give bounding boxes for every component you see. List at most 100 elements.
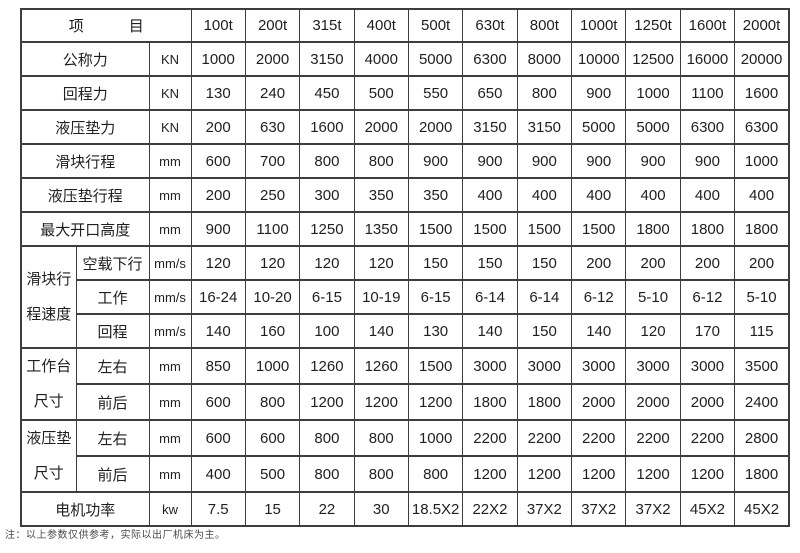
spec-value: 1500 [407, 347, 464, 385]
spec-value: 120 [625, 313, 681, 349]
spec-value: 6300 [462, 41, 518, 77]
spec-value: 1000 [244, 347, 301, 385]
unit-cell: mm/s [148, 313, 192, 349]
spec-value: 130 [407, 313, 464, 349]
spec-value: 5-10 [734, 279, 790, 315]
spec-value: 45X2 [679, 491, 736, 527]
spec-value: 45X2 [734, 491, 790, 527]
spec-value: 140 [462, 313, 518, 349]
spec-value: 120 [190, 245, 246, 281]
spec-value: 1800 [516, 383, 573, 421]
spec-value: 6-14 [516, 279, 573, 315]
spec-value: 5-10 [625, 279, 681, 315]
spec-value: 15 [244, 491, 301, 527]
spec-value: 800 [299, 143, 355, 179]
spec-value: 1350 [353, 211, 409, 247]
table-row: 工作 mm/s 16-24 10-20 6-15 10-19 6-15 6-14 6-14 6-1… [21, 279, 790, 315]
unit-cell: KN [148, 75, 192, 111]
unit-cell: mm [148, 383, 192, 421]
spec-value: 1800 [734, 455, 790, 493]
spec-value: 350 [407, 177, 464, 213]
row-group-label: 液压垫尺寸 [20, 419, 77, 493]
spec-value: 3000 [516, 347, 573, 385]
spec-value: 3150 [299, 41, 355, 77]
spec-value: 140 [353, 313, 409, 349]
row-label: 左右 [75, 347, 150, 385]
table-row: 液压垫力 KN 200 630 1600 2000 2000 3150 3150 5000 5000… [20, 109, 790, 145]
row-label: 电机功率 [20, 491, 150, 527]
table-row: 液压垫行程 mm 200 250 300 350 350 400 400 400 400 400 400 [20, 177, 790, 213]
spec-value: 1500 [571, 211, 627, 247]
spec-value: 500 [244, 455, 301, 493]
table-row: 滑块行程速度 空载下行 mm/s 120 120 120 120 150 150 150 200 20… [20, 245, 790, 349]
spec-value: 1800 [625, 211, 681, 247]
spec-value: 150 [407, 245, 464, 281]
spec-value: 1200 [625, 455, 681, 493]
spec-value: 2000 [244, 41, 301, 77]
table-row: 回程力 KN 130 240 450 500 550 650 800 900 1000 1100 160… [20, 75, 790, 111]
spec-value: 2200 [679, 419, 736, 457]
spec-value: 900 [516, 143, 573, 179]
spec-value: 2200 [462, 419, 518, 457]
column-header: 500t [407, 8, 464, 43]
spec-value: 400 [190, 455, 246, 493]
row-label: 前后 [75, 383, 150, 421]
spec-value: 500 [353, 75, 409, 111]
spec-value: 120 [299, 245, 355, 281]
header-item-label: 项 目 [20, 8, 192, 43]
spec-value: 3000 [679, 347, 736, 385]
unit-cell: KN [148, 41, 192, 77]
spec-value: 3000 [625, 347, 681, 385]
spec-value: 2000 [407, 109, 464, 145]
spec-value: 600 [190, 419, 246, 457]
spec-value: 630 [244, 109, 301, 145]
spec-value: 200 [190, 177, 246, 213]
spec-value: 1500 [516, 211, 573, 247]
table-row: 前后 mm 400 500 800 800 800 1200 1200 1200 1200 1200 1… [21, 455, 790, 493]
table-row: 公称力 KN 1000 2000 3150 4000 5000 6300 8000 10000 12… [20, 41, 790, 77]
spec-value: 1600 [299, 109, 355, 145]
spec-value: 2200 [571, 419, 627, 457]
spec-value: 140 [571, 313, 627, 349]
footnote: 注：以上参数仅供参考，实际以出厂机床为主。 [5, 530, 226, 541]
spec-value: 7.5 [190, 491, 246, 527]
spec-value: 3000 [462, 347, 518, 385]
spec-value: 1800 [679, 211, 736, 247]
spec-value: 5000 [625, 109, 681, 145]
spec-value: 1500 [462, 211, 518, 247]
row-label: 左右 [75, 419, 150, 457]
spec-value: 37X2 [516, 491, 573, 527]
spec-value: 1100 [679, 75, 736, 111]
spec-value: 37X2 [625, 491, 681, 527]
column-header: 400t [353, 8, 409, 43]
row-group-label: 滑块行程速度 [20, 245, 77, 349]
spec-value: 2400 [734, 383, 790, 421]
spec-value: 6300 [679, 109, 736, 145]
unit-cell: mm/s [148, 245, 192, 281]
table-row: 前后 mm 600 800 1200 1200 1200 1800 1800 2000 2000 20… [21, 383, 790, 421]
spec-value: 200 [625, 245, 681, 281]
unit-cell: mm [148, 211, 192, 247]
spec-value: 6-12 [679, 279, 736, 315]
spec-value: 1200 [407, 383, 464, 421]
spec-value: 1200 [571, 455, 627, 493]
spec-value: 600 [190, 383, 246, 421]
row-label: 回程 [75, 313, 150, 349]
spec-value: 5000 [407, 41, 464, 77]
spec-value: 3500 [734, 347, 790, 385]
spec-value: 1100 [244, 211, 301, 247]
spec-value: 300 [299, 177, 355, 213]
row-label: 公称力 [20, 41, 150, 77]
row-label: 工作 [75, 279, 150, 315]
spec-value: 800 [299, 419, 355, 457]
spec-value: 6300 [734, 109, 790, 145]
spec-value: 150 [462, 245, 518, 281]
row-label: 滑块行程 [20, 143, 150, 179]
spec-value: 200 [190, 109, 246, 145]
spec-value: 6-12 [571, 279, 627, 315]
spec-value: 2000 [679, 383, 736, 421]
spec-value: 10-20 [244, 279, 301, 315]
spec-value: 550 [407, 75, 464, 111]
spec-value: 100 [299, 313, 355, 349]
